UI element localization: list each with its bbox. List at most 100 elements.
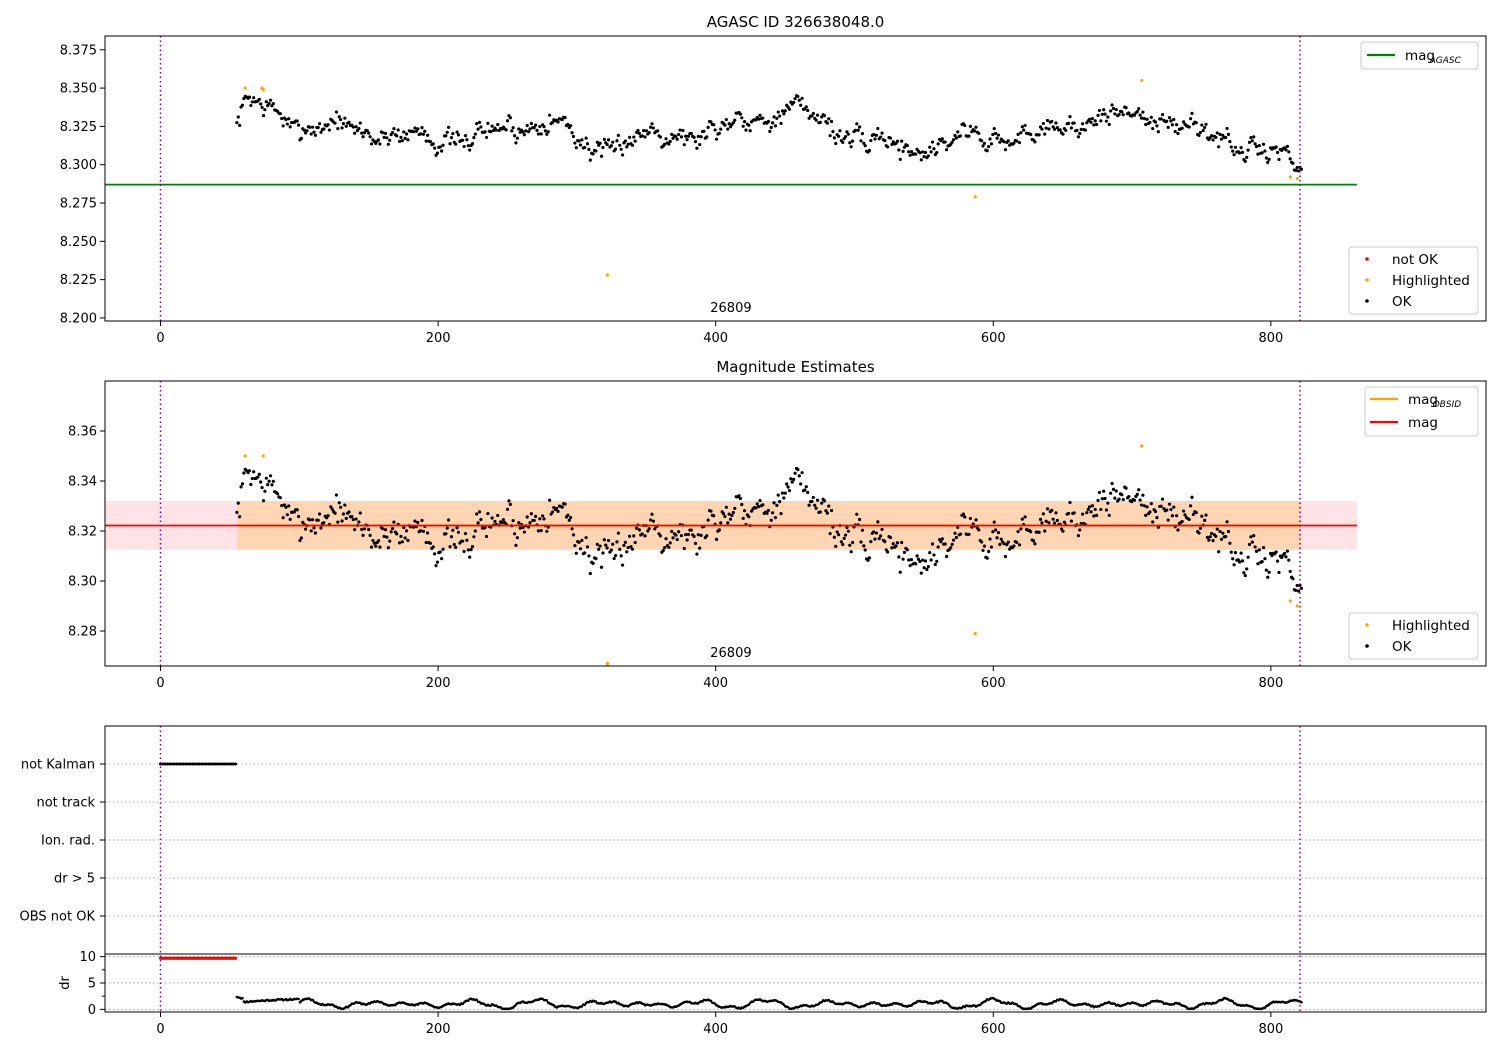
ok-point — [804, 485, 808, 489]
ok-point — [923, 150, 928, 155]
ok-point — [1288, 157, 1292, 161]
ok-point — [252, 470, 256, 474]
ok-point — [992, 127, 996, 131]
ok-point — [656, 129, 660, 133]
ok-point — [1120, 493, 1124, 497]
ok-point — [1051, 125, 1055, 129]
ok-point — [928, 145, 932, 149]
not-kalman-point — [229, 762, 233, 766]
not-kalman-point — [165, 762, 169, 766]
ok-point — [769, 518, 773, 522]
ok-point — [382, 135, 386, 139]
ok-point — [793, 471, 797, 475]
ok-point — [344, 124, 348, 128]
ok-point — [270, 483, 274, 487]
ok-point — [1294, 588, 1298, 592]
ok-point — [944, 554, 949, 559]
ok-point — [989, 545, 994, 549]
ok-point — [447, 518, 451, 522]
ok-point — [908, 564, 912, 568]
ok-point — [1068, 114, 1072, 119]
ok-point — [1052, 127, 1057, 131]
ok-point — [841, 542, 845, 547]
ok-point — [717, 131, 721, 135]
ok-point — [953, 531, 957, 535]
dr-tick-label: 10 — [79, 950, 96, 965]
ok-point — [392, 520, 396, 524]
not-kalman-point — [193, 762, 197, 766]
ok-point — [313, 133, 317, 137]
ok-point — [367, 131, 371, 135]
ok-point — [1117, 112, 1121, 117]
ok-point — [602, 538, 606, 542]
ok-point — [416, 127, 420, 131]
ok-point — [1291, 577, 1295, 581]
ok-point — [891, 542, 895, 546]
ok-point — [872, 133, 876, 137]
ok-point — [890, 546, 894, 550]
ok-point — [566, 122, 570, 127]
ok-point — [249, 482, 253, 487]
not-kalman-point — [202, 762, 206, 766]
ok-point — [333, 511, 337, 515]
ok-point — [1041, 512, 1045, 516]
ok-point — [296, 123, 301, 127]
ok-point — [1166, 125, 1170, 129]
ok-point — [880, 131, 884, 135]
ok-point — [810, 114, 814, 118]
ok-point — [476, 127, 480, 131]
ok-point — [336, 520, 340, 524]
ok-point — [434, 564, 438, 568]
ok-point — [340, 126, 344, 130]
ok-point — [670, 529, 674, 534]
ok-point — [741, 124, 745, 128]
ok-point — [1148, 120, 1152, 125]
ok-point — [758, 113, 762, 117]
ok-point — [768, 129, 772, 133]
ok-point — [1160, 497, 1165, 501]
ok-point — [982, 141, 987, 145]
ok-point — [1217, 550, 1221, 554]
ok-point — [528, 521, 532, 525]
ok-point — [814, 506, 818, 510]
ok-point — [800, 471, 804, 475]
ok-point — [1275, 559, 1280, 563]
ok-point — [318, 512, 322, 516]
ok-point — [1142, 504, 1146, 508]
ok-point — [811, 495, 815, 500]
ok-point — [587, 554, 591, 558]
ok-point — [343, 116, 347, 120]
ok-point — [1088, 505, 1092, 509]
ok-point — [1165, 119, 1169, 123]
ok-point — [475, 512, 479, 516]
ok-point — [679, 533, 684, 538]
ok-point — [825, 511, 829, 515]
ok-point — [1245, 567, 1249, 571]
ok-point — [339, 117, 343, 122]
ok-point — [888, 136, 893, 140]
ok-point — [493, 519, 497, 524]
not-kalman-point — [197, 762, 201, 766]
ok-point — [778, 114, 782, 118]
ok-point — [783, 109, 787, 113]
ok-point — [1086, 507, 1090, 512]
ok-point — [386, 546, 390, 550]
ok-point — [929, 150, 933, 154]
ok-point — [929, 558, 933, 562]
ok-point — [316, 125, 320, 130]
ok-point — [930, 542, 935, 546]
ok-point — [548, 498, 552, 502]
ok-point — [1102, 108, 1106, 112]
ok-point — [634, 526, 639, 530]
ok-point — [797, 98, 801, 102]
ok-point — [479, 517, 483, 522]
ok-point — [667, 545, 671, 549]
ok-point — [991, 530, 995, 534]
ok-point — [855, 122, 859, 126]
ok-point — [1295, 583, 1299, 588]
ok-point — [1124, 106, 1128, 110]
ok-point — [1284, 148, 1288, 152]
ok-point — [525, 123, 529, 128]
ok-point — [727, 512, 731, 516]
ok-point — [1083, 128, 1088, 132]
